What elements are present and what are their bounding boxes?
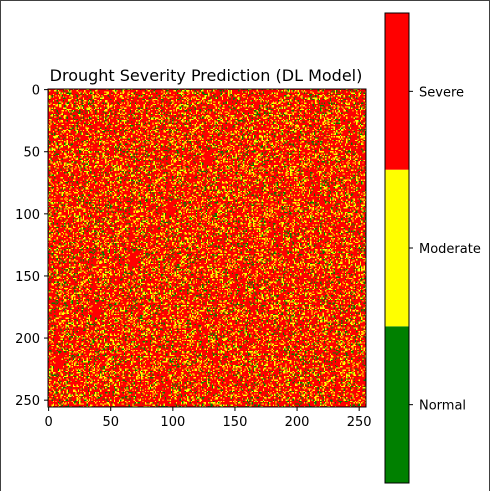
colorbar: Normal Moderate Severe — [384, 12, 481, 484]
colorbar-label-normal: Normal — [419, 399, 466, 414]
x-tick-label: 200 — [285, 415, 310, 430]
chart-title: Drought Severity Prediction (DL Model) — [50, 66, 363, 85]
y-tick-label: 50 — [23, 146, 40, 161]
colorbar-label-moderate: Moderate — [419, 242, 481, 257]
x-tick-label: 50 — [102, 415, 119, 430]
x-tick-label: 150 — [223, 415, 248, 430]
colorbar-label-severe: Severe — [419, 85, 464, 100]
y-tick-label: 0 — [32, 84, 40, 99]
x-tick-label: 100 — [160, 415, 185, 430]
y-tick-label: 100 — [15, 208, 40, 223]
y-tick-label: 250 — [15, 394, 40, 409]
x-axis: 0 50 100 150 200 250 — [44, 407, 372, 430]
x-tick-label: 250 — [347, 415, 372, 430]
colorbar-segment-normal — [385, 326, 409, 483]
heatmap-image — [48, 89, 366, 407]
heatmap — [47, 88, 367, 408]
colorbar-segment-moderate — [385, 169, 409, 327]
y-tick-label: 200 — [15, 332, 40, 347]
colorbar-segment-severe — [385, 13, 409, 170]
y-axis: 0 50 100 150 200 250 — [15, 84, 48, 409]
y-tick-label: 150 — [15, 270, 40, 285]
x-tick-label: 0 — [44, 415, 52, 430]
heatmap-frame — [47, 88, 367, 408]
